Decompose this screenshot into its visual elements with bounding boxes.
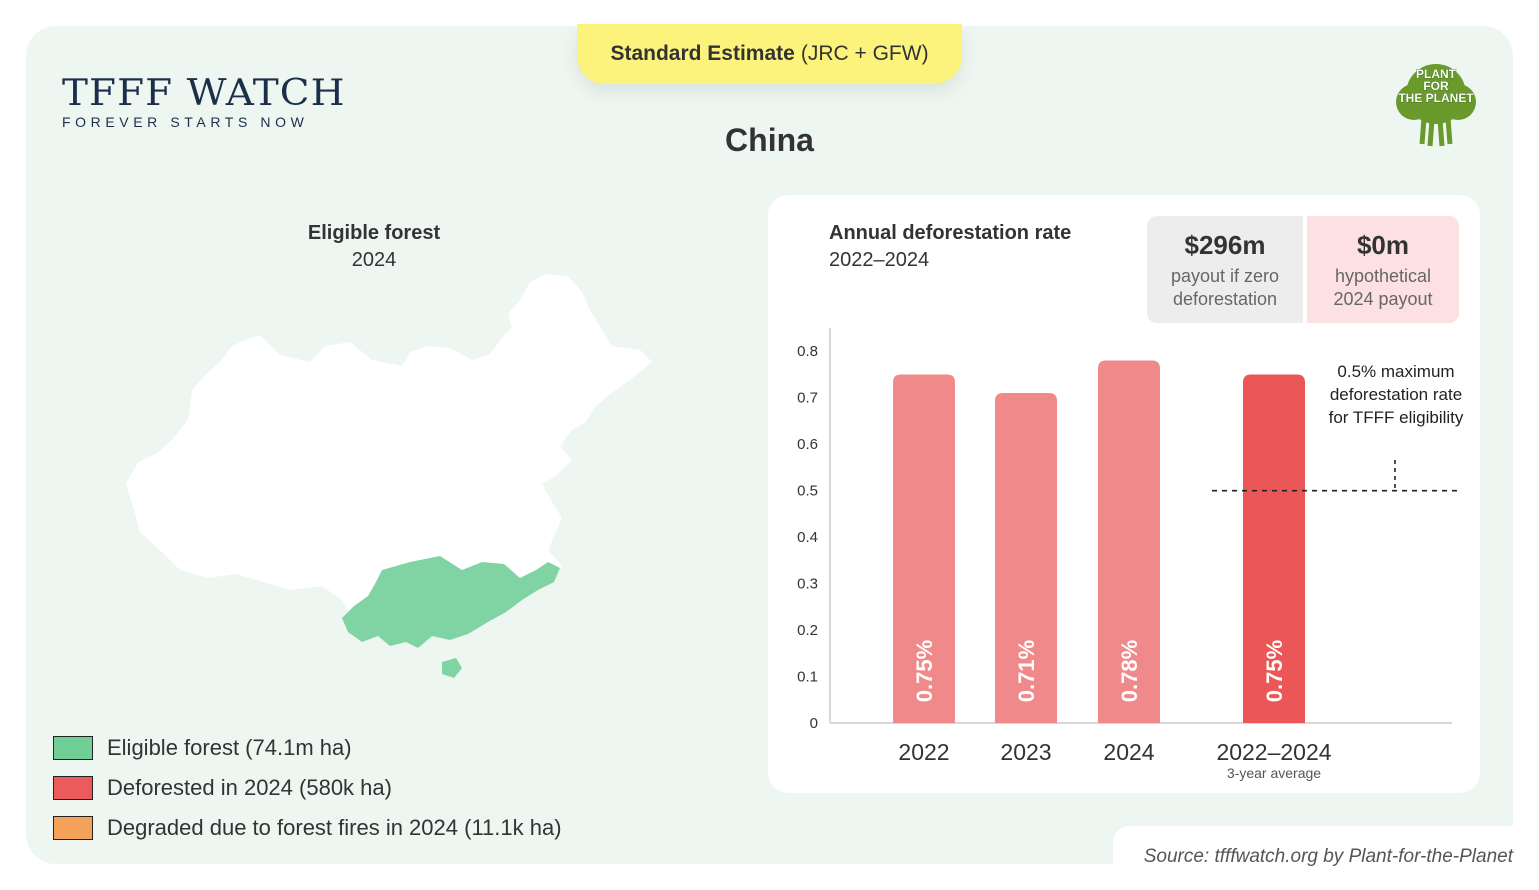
x-category-sublabel: 3-year average <box>1227 765 1321 781</box>
y-tick-label: 0.1 <box>797 669 818 686</box>
hypothetical-payout-stat: $0m hypothetical 2024 payout <box>1307 216 1459 323</box>
source-credit: Source: tfffwatch.org by Plant-for-the-P… <box>1143 846 1513 867</box>
map-legend: Eligible forest (74.1m ha) Deforested in… <box>53 728 562 848</box>
deforestation-bar-chart[interactable]: 0 0.1 0.2 0.3 0.4 0.5 0.6 0.7 0.8 0.75% 2022 0.71% 2… <box>768 320 1480 790</box>
x-category-label: 2022–2024 <box>1216 739 1331 765</box>
legend-item: Deforested in 2024 (580k ha) <box>53 768 562 808</box>
bar-value-label: 0.75% <box>912 640 937 702</box>
map-subtitle: 2024 <box>351 249 397 271</box>
legend-label: Deforested in 2024 (580k ha) <box>107 775 392 800</box>
partner-logo-line: FOR <box>1423 79 1449 93</box>
legend-item: Degraded due to forest fires in 2024 (11… <box>53 808 562 848</box>
estimate-label-bold: Standard Estimate <box>610 42 795 65</box>
logo-title: TFFF WATCH <box>62 73 346 114</box>
country-outline <box>126 274 652 638</box>
y-tick-label: 0.2 <box>797 622 818 639</box>
payout-value: $296m <box>1184 230 1266 260</box>
plant-for-the-planet-logo[interactable]: PLANT FOR THE PLANET <box>1388 60 1484 150</box>
legend-label: Eligible forest (74.1m ha) <box>107 735 352 760</box>
bar <box>995 393 1057 723</box>
payout-label: payout if zero deforestation <box>1170 266 1280 309</box>
chart-heading: Annual deforestation rate 2022–2024 <box>829 222 1071 272</box>
legend-swatch-eligible <box>53 736 93 760</box>
map-heading: Eligible forest 2024 <box>274 222 474 272</box>
bar-value-label: 0.78% <box>1117 640 1142 702</box>
hypothetical-payout-value: $0m <box>1356 230 1410 260</box>
hainan-island <box>442 658 462 678</box>
bar <box>1243 374 1305 723</box>
legend-swatch-deforested <box>53 776 93 800</box>
y-tick-label: 0.5 <box>797 483 818 500</box>
y-tick-label: 0.3 <box>797 576 818 593</box>
legend-swatch-degraded <box>53 816 93 840</box>
threshold-annotation: 0.5% maximum deforestation rate for TFFF… <box>1328 362 1464 427</box>
y-tick-label: 0 <box>810 715 818 732</box>
tfff-watch-logo[interactable]: TFFF WATCH FOREVER STARTS NOW <box>62 76 345 131</box>
bar <box>893 374 955 723</box>
tree-icon <box>1396 64 1476 147</box>
partner-logo-line: PLANT <box>1416 67 1457 81</box>
payout-stat: $296m payout if zero deforestation <box>1147 216 1303 323</box>
chart-subtitle: 2022–2024 <box>829 249 930 271</box>
hypothetical-payout-label: hypothetical 2024 payout <box>1333 266 1433 309</box>
bar-value-label: 0.75% <box>1262 640 1287 702</box>
x-category-label: 2023 <box>1000 739 1051 765</box>
eligible-forest-area <box>342 556 560 648</box>
y-tick-label: 0.6 <box>797 436 818 453</box>
country-title: China <box>725 122 814 158</box>
source-box <box>1113 826 1539 890</box>
x-category-label: 2022 <box>898 739 949 765</box>
bar-value-label: 0.71% <box>1014 640 1039 702</box>
logo-tagline: FOREVER STARTS NOW <box>62 114 309 130</box>
partner-logo-line: THE PLANET <box>1398 91 1474 105</box>
bar <box>1098 360 1160 723</box>
map-title: Eligible forest <box>307 222 441 244</box>
legend-item: Eligible forest (74.1m ha) <box>53 728 562 768</box>
y-tick-label: 0.8 <box>797 343 818 360</box>
country-map[interactable] <box>110 270 690 690</box>
legend-label: Degraded due to forest fires in 2024 (11… <box>107 815 562 840</box>
estimate-label-sources: (JRC + GFW) <box>800 42 929 65</box>
y-tick-label: 0.7 <box>797 390 818 407</box>
y-tick-label: 0.4 <box>797 529 818 546</box>
chart-title: Annual deforestation rate <box>829 222 1072 244</box>
estimate-type-badge[interactable]: Standard Estimate (JRC + GFW) <box>577 24 962 84</box>
x-category-label: 2024 <box>1103 739 1154 765</box>
